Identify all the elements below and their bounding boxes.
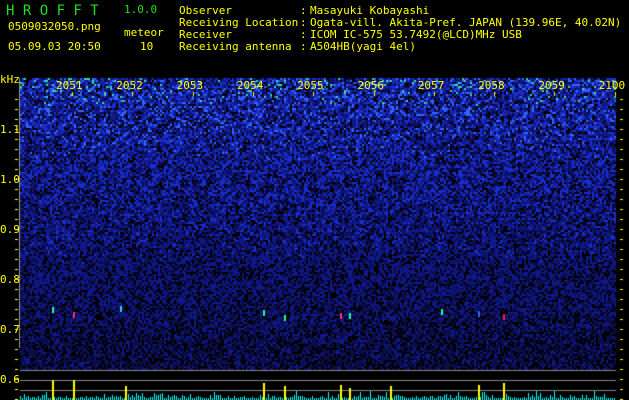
meteor-label: meteor [124,26,164,39]
filename: 0509032050.png [8,20,101,33]
y-unit: kHz [0,73,20,86]
info-colon: : [300,4,307,17]
x-tick-label: 2059 [538,79,565,92]
x-tick-label: 2053 [176,79,204,92]
y-tick-label: 0.6 [0,373,20,386]
app-title: H R O F F T [6,3,99,19]
info-label: Receiving antenna [179,40,292,53]
app-version: 1.0.0 [124,3,158,16]
x-tick-label: 2057 [417,79,445,92]
info-value: Ogata-vill. Akita-Pref. JAPAN (139.96E, … [310,16,622,29]
info-colon: : [300,28,307,41]
x-tick-label: 2058 [478,79,505,92]
y-tick-label: 0.7 [0,323,20,336]
meteor-count: 10 [140,40,154,53]
y-tick-label: 0.8 [0,273,20,286]
info-colon: : [300,40,307,53]
y-tick-label: 0.9 [0,223,20,236]
info-label: Receiver [179,28,232,41]
info-value: A504HB(yagi 4el) [310,40,416,53]
x-tick-label: 2100 [598,79,626,92]
x-tick-label: 2055 [297,79,324,92]
info-value: Masayuki Kobayashi [310,4,430,17]
info-label: Observer [179,4,232,17]
datetime: 05.09.03 20:50 [8,40,101,53]
info-label: Receiving Location [179,16,299,29]
info-value: ICOM IC-575 53.7492(@LCD)MHz USB [310,28,522,41]
y-tick-label: 1.0 [0,173,20,186]
y-tick-label: 1.1 [0,123,20,136]
x-tick-label: 2054 [236,79,264,92]
x-tick-label: 2052 [116,79,143,92]
x-tick-label: 2056 [357,79,385,92]
x-tick-label: 2051 [56,79,83,92]
info-colon: : [300,16,307,29]
